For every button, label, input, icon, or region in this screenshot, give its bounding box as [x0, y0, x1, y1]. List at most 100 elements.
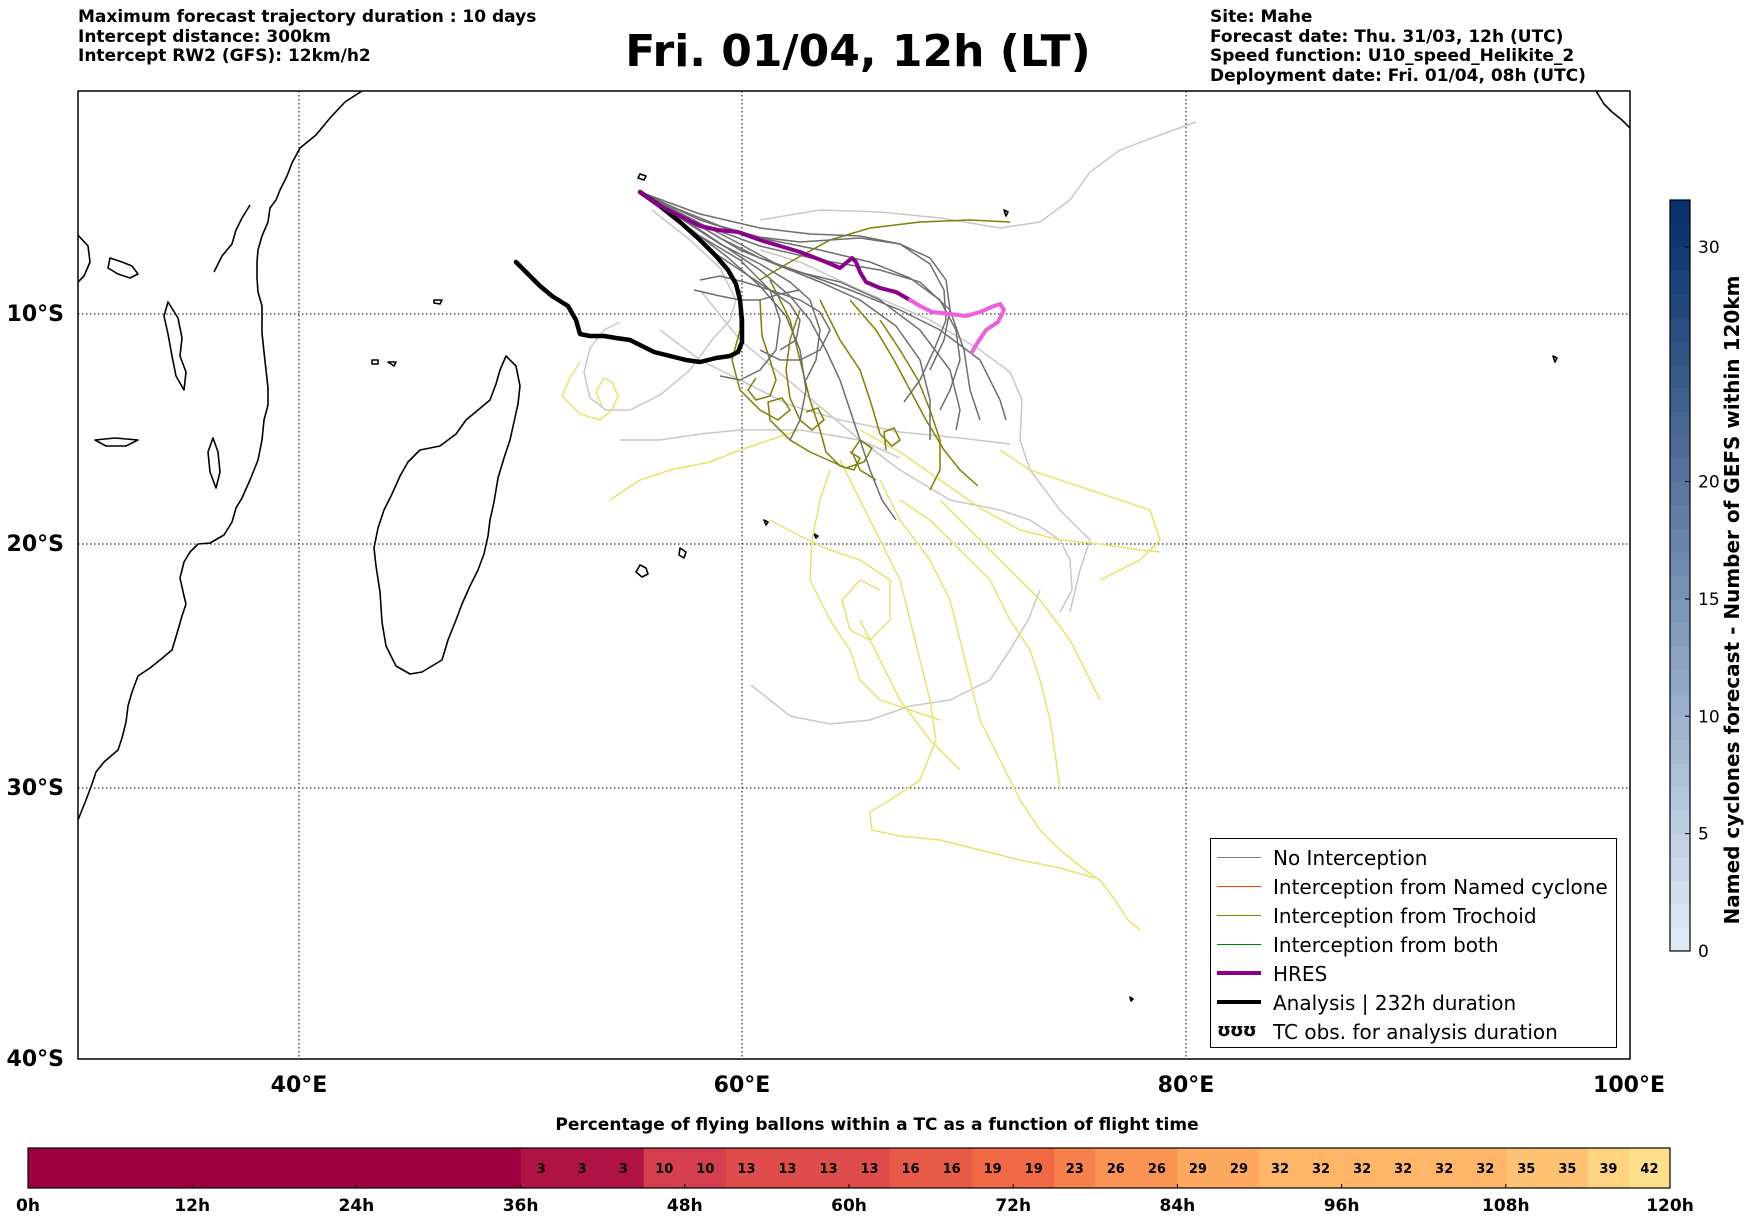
time-percentage-label: 35 — [1558, 1162, 1576, 1177]
time-percentage-cell — [1136, 1148, 1178, 1188]
time-percentage-cell — [1300, 1148, 1343, 1188]
track-yellow-4 — [859, 429, 1161, 553]
right-colorbar-band — [1670, 927, 1690, 952]
legend-label: No Interception — [1273, 846, 1428, 870]
time-percentage-cell — [397, 1148, 439, 1188]
time-percentage-cell — [1218, 1148, 1260, 1188]
legend-swatch — [1217, 1000, 1261, 1004]
right-colorbar-tick-label: 15 — [1698, 590, 1720, 610]
time-percentage-cell — [1013, 1148, 1055, 1188]
time-percentage-cell — [807, 1148, 850, 1188]
trochoid-interception-tracks — [731, 219, 1011, 491]
time-percentage-cell — [1259, 1148, 1302, 1188]
track-yellow-5 — [879, 479, 1141, 931]
track-olive-6 — [747, 299, 777, 401]
legend-label: Interception from both — [1273, 933, 1499, 957]
lake-turkana — [78, 234, 91, 283]
time-percentage-label: 10 — [696, 1162, 714, 1177]
x-tick-80E: 80°E — [1158, 1073, 1215, 1098]
lake-mweru — [94, 437, 139, 447]
bottom-colorbar-tick-label: 120h — [1646, 1196, 1694, 1216]
time-percentage-cell — [684, 1148, 727, 1188]
right-colorbar-band — [1670, 528, 1690, 553]
comoros-island-1 — [371, 359, 379, 365]
time-percentage-label: 13 — [778, 1162, 796, 1177]
right-colorbar-band — [1670, 692, 1690, 717]
legend-entry-hres: HRES — [1211, 959, 1616, 988]
right-colorbar-band — [1670, 364, 1690, 389]
time-percentage-label: 3 — [578, 1162, 587, 1177]
track-lightgray-4 — [750, 589, 1041, 725]
legend-swatch — [1217, 886, 1261, 887]
track-gray-14 — [699, 275, 801, 351]
time-percentage-label: 19 — [1025, 1162, 1043, 1177]
time-percentage-label: 32 — [1271, 1162, 1289, 1177]
time-percentage-cell — [28, 1148, 70, 1188]
time-percentage-cell — [561, 1148, 604, 1188]
right-colorbar-band — [1670, 293, 1690, 318]
y-axis-ticks: 10°S 20°S 30°S 40°S — [7, 302, 64, 1072]
track-yellow-11 — [859, 619, 961, 771]
x-axis-ticks: 40°E 60°E 80°E 100°E — [271, 1073, 1665, 1098]
right-colorbar-band — [1670, 505, 1690, 530]
right-colorbar-tick-label: 10 — [1698, 707, 1720, 727]
legend-label: HRES — [1273, 962, 1328, 986]
track-gray-3 — [639, 191, 897, 521]
track-gray-12 — [639, 191, 807, 441]
hres-track — [638, 190, 912, 302]
right-colorbar-band — [1670, 810, 1690, 835]
max-duration-text: Maximum forecast trajectory duration : 1… — [78, 7, 537, 27]
right-colorbar-tick-label: 20 — [1698, 473, 1720, 493]
right-colorbar-band — [1670, 317, 1690, 342]
time-percentage-cell — [1587, 1148, 1630, 1188]
bottom-colorbar-tick-label: 0h — [16, 1196, 40, 1216]
yellow-tracks — [561, 361, 1161, 931]
right-colorbar-band — [1670, 904, 1690, 929]
legend-label: Analysis | 232h duration — [1273, 991, 1517, 1015]
time-percentage-cell — [520, 1148, 563, 1188]
lake-victoria — [107, 257, 139, 279]
track-yellow-6 — [769, 519, 891, 641]
no-interception-tracks — [639, 191, 1007, 521]
right-colorbar-band — [1670, 857, 1690, 882]
time-percentage-cell — [1423, 1148, 1466, 1188]
right-colorbar-tick-label: 30 — [1698, 238, 1720, 258]
right-colorbar-band — [1670, 387, 1690, 412]
right-colorbar-band — [1670, 716, 1690, 741]
time-percentage-cell — [192, 1148, 234, 1188]
track-gray-11 — [639, 191, 951, 371]
legend-box: No Interception Interception from Named … — [1210, 838, 1617, 1048]
right-colorbar-band — [1670, 786, 1690, 811]
bottom-colorbar-tick-label: 72h — [995, 1196, 1031, 1216]
right-colorbar-tick-label: 5 — [1698, 825, 1709, 845]
right-colorbar-band — [1670, 880, 1690, 905]
legend-swatch — [1217, 915, 1261, 916]
intercept-distance-text: Intercept distance: 300km — [78, 26, 331, 47]
legend-entry-tc-obs: ʊʊʊ TC obs. for analysis duration — [1211, 1017, 1616, 1046]
right-colorbar-band — [1670, 739, 1690, 764]
time-percentage-cell — [972, 1148, 1014, 1188]
chart-title: Fri. 01/04, 12h (LT) — [625, 26, 1091, 77]
legend-swatch — [1217, 944, 1261, 945]
time-percentage-label: 16 — [902, 1162, 920, 1177]
time-percentage-cell — [479, 1148, 522, 1188]
time-percentage-label: 16 — [943, 1162, 961, 1177]
comoros-island-2 — [387, 361, 397, 367]
time-percentage-cell — [233, 1148, 275, 1188]
legend-entry-no-interception: No Interception — [1211, 843, 1616, 872]
right-colorbar-band — [1670, 669, 1690, 694]
lake-tanganyika — [163, 301, 187, 391]
time-percentage-label: 32 — [1435, 1162, 1453, 1177]
legend-entry-both: Interception from both — [1211, 930, 1616, 959]
time-percentage-cell — [315, 1148, 357, 1188]
right-colorbar-label: Named cyclones forecast - Number of GEFS… — [1720, 275, 1744, 925]
bottom-colorbar-tick-label: 36h — [503, 1196, 539, 1216]
y-tick-20S: 20°S — [7, 532, 64, 557]
time-percentage-label: 10 — [655, 1162, 673, 1177]
time-percentage-label: 13 — [819, 1162, 837, 1177]
no-interception-tracks-lightgray — [583, 121, 1197, 725]
right-colorbar-band — [1670, 645, 1690, 670]
right-colorbar-band — [1670, 552, 1690, 576]
time-percentage-label: 26 — [1148, 1162, 1166, 1177]
